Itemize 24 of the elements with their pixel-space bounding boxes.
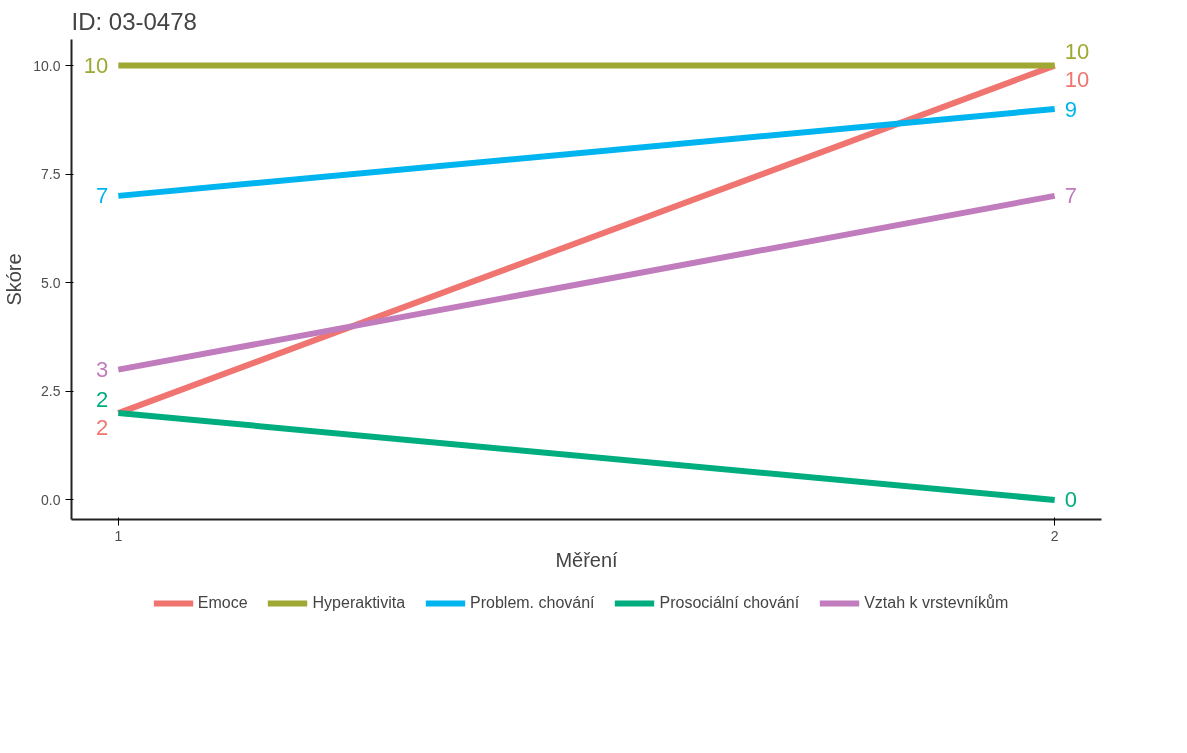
legend-label: Emoce [197, 594, 248, 612]
chart-title: ID: 03-0478 [71, 7, 197, 35]
y-tick-label: 2.5 [41, 383, 61, 400]
data-label: 9 [1064, 96, 1077, 122]
legend-label: Hyperaktivita [312, 594, 406, 612]
x-axis-title: Měření [555, 548, 619, 571]
y-tick-label: 5.0 [41, 274, 61, 291]
y-axis-title: Skóre [3, 253, 26, 306]
data-label: 2 [96, 414, 109, 440]
data-label: 0 [1064, 487, 1077, 513]
data-label: 3 [96, 357, 109, 383]
data-label: 2 [96, 386, 109, 412]
legend-label: Problem. chování [470, 594, 595, 612]
legend-label: Vztah k vrstevníkům [864, 594, 1009, 612]
x-tick-label: 1 [114, 527, 123, 544]
data-label: 7 [1064, 183, 1077, 209]
legend-label: Prosociální chování [659, 594, 800, 612]
data-label: 10 [1064, 39, 1090, 65]
data-label: 10 [1064, 67, 1090, 93]
data-label: 7 [96, 183, 109, 209]
y-tick-label: 7.5 [41, 166, 61, 183]
y-tick-label: 0.0 [41, 491, 61, 508]
y-tick-label: 10.0 [33, 57, 61, 74]
data-label: 10 [83, 53, 109, 79]
